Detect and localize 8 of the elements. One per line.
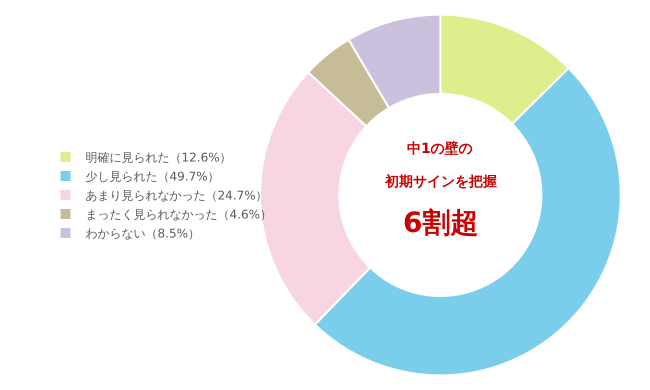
legend-label: 少し見られた（49.7%） (86, 170, 220, 184)
text: 中1の壁の (407, 140, 473, 157)
text: 6割超 (403, 206, 478, 239)
legend-label: わからない（8.5%） (86, 226, 200, 241)
text: 初期サインを把握 (384, 173, 497, 190)
legend-label: まったく見られなかった（4.6%） (86, 208, 272, 222)
legend-label: 明確に見られた（12.6%） (86, 150, 232, 165)
legend-label: あまり見られなかった（24.7%） (86, 188, 268, 203)
